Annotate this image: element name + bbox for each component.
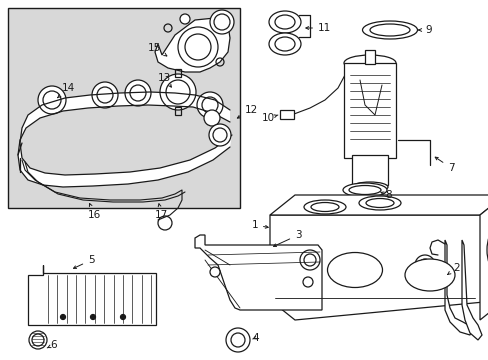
Polygon shape: [461, 240, 481, 340]
Text: 9: 9: [418, 25, 431, 35]
Bar: [351, 155, 387, 185]
Circle shape: [92, 82, 118, 108]
Text: 8: 8: [380, 190, 391, 200]
Text: 15: 15: [148, 43, 166, 56]
Circle shape: [29, 331, 47, 349]
Text: 7: 7: [434, 157, 454, 173]
Ellipse shape: [404, 259, 454, 291]
Circle shape: [197, 92, 223, 118]
Bar: [8, 8, 240, 208]
Text: 4: 4: [251, 333, 258, 343]
Circle shape: [120, 315, 125, 320]
Text: 10: 10: [262, 113, 277, 123]
Text: 14: 14: [58, 83, 75, 98]
Polygon shape: [444, 240, 471, 335]
Ellipse shape: [358, 196, 400, 210]
Circle shape: [303, 277, 312, 287]
Text: 6: 6: [47, 340, 57, 350]
Circle shape: [160, 74, 196, 110]
Text: 3: 3: [273, 230, 301, 247]
Circle shape: [178, 27, 218, 67]
Circle shape: [209, 267, 220, 277]
Text: 5: 5: [73, 255, 95, 269]
Circle shape: [90, 315, 95, 320]
Bar: [343, 63, 395, 158]
Circle shape: [414, 255, 434, 275]
Ellipse shape: [304, 200, 346, 214]
Polygon shape: [18, 92, 231, 187]
Circle shape: [38, 86, 66, 114]
Ellipse shape: [351, 182, 387, 192]
Polygon shape: [479, 195, 488, 320]
Bar: [175, 107, 181, 115]
Circle shape: [125, 80, 151, 106]
Ellipse shape: [343, 55, 395, 71]
Ellipse shape: [268, 33, 301, 55]
Polygon shape: [28, 265, 156, 325]
Text: 11: 11: [305, 23, 330, 33]
Ellipse shape: [486, 231, 488, 269]
Text: 2: 2: [447, 263, 459, 274]
Text: 12: 12: [237, 105, 258, 118]
Circle shape: [61, 315, 65, 320]
Circle shape: [299, 250, 319, 270]
Text: 17: 17: [155, 204, 168, 220]
Text: 16: 16: [88, 203, 101, 220]
Ellipse shape: [268, 11, 301, 33]
Bar: [364, 50, 374, 64]
Ellipse shape: [342, 183, 386, 197]
Text: 1: 1: [251, 220, 267, 230]
Circle shape: [180, 14, 190, 24]
Circle shape: [209, 10, 234, 34]
Ellipse shape: [327, 252, 382, 288]
Bar: [175, 69, 181, 77]
Polygon shape: [195, 235, 321, 310]
Polygon shape: [155, 18, 229, 72]
Polygon shape: [269, 195, 488, 215]
Circle shape: [203, 110, 220, 126]
Text: 13: 13: [158, 73, 171, 87]
Circle shape: [225, 328, 249, 352]
Ellipse shape: [362, 21, 417, 39]
Polygon shape: [269, 195, 488, 320]
Bar: [280, 110, 293, 119]
Circle shape: [208, 124, 230, 146]
